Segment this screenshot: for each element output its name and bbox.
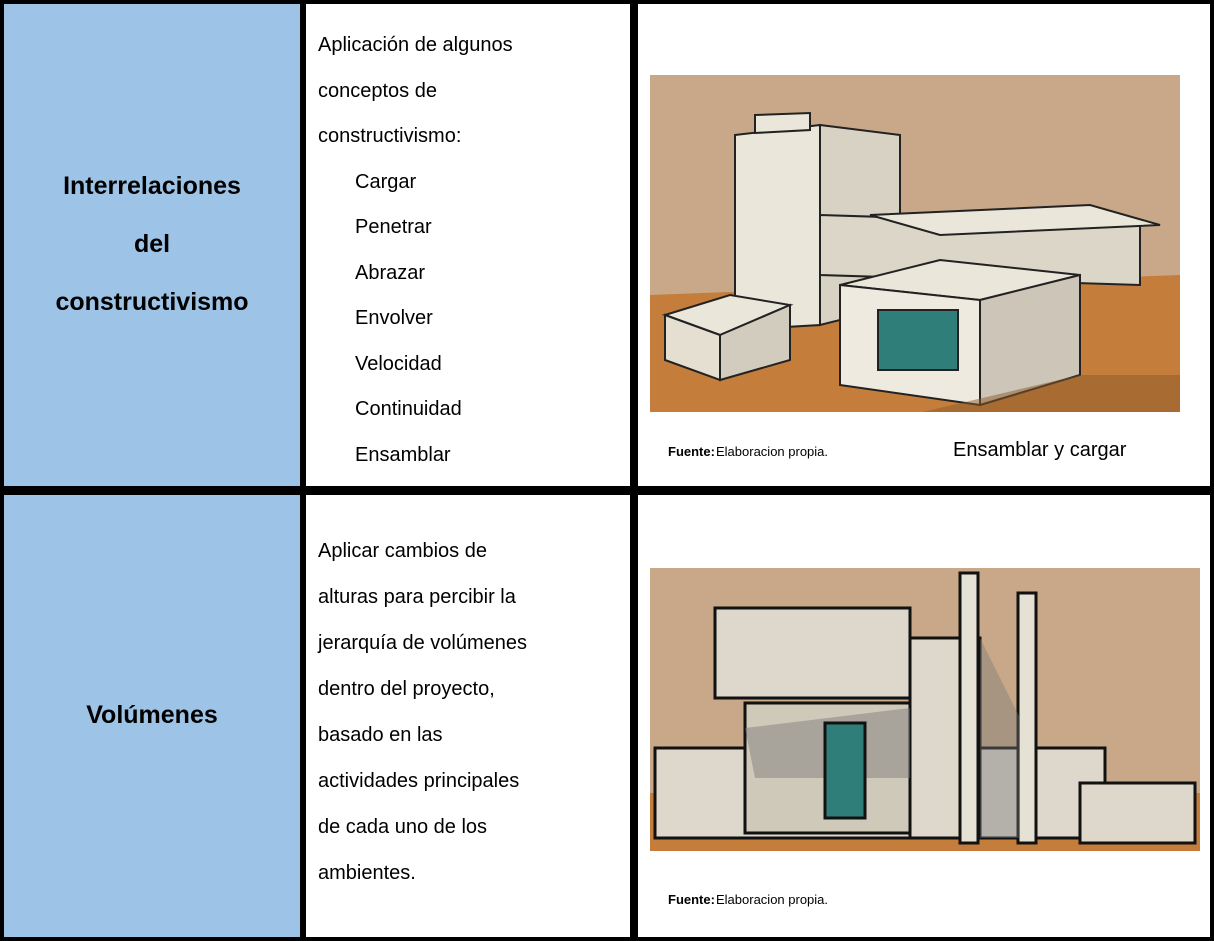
label-cell	[4, 495, 300, 937]
source-label: Fuente:	[668, 444, 715, 459]
description-line: de cada uno de los	[318, 816, 488, 838]
description-line: basado en las	[318, 724, 443, 746]
source-text: Elaboracion propia.	[716, 444, 829, 459]
description-line: ambientes.	[318, 862, 416, 884]
border	[0, 0, 1214, 4]
border	[630, 0, 638, 941]
border	[1210, 0, 1214, 941]
label-cell	[4, 4, 300, 486]
list-item: Abrazar	[355, 261, 426, 284]
border	[0, 937, 1214, 941]
border	[300, 0, 306, 941]
row-label: Volúmenes	[86, 701, 218, 729]
description-line: jerarquía de volúmenes	[318, 632, 528, 654]
description-line: constructivismo:	[318, 125, 462, 147]
border	[0, 486, 1214, 495]
description-line: Aplicar cambios de	[318, 540, 487, 562]
image-caption: Ensamblar y cargar	[953, 439, 1127, 461]
list-item: Velocidad	[355, 352, 442, 375]
source-text: Elaboracion propia.	[716, 892, 829, 907]
source-label: Fuente:	[668, 892, 715, 907]
list-item: Cargar	[355, 170, 417, 193]
description-line: alturas para percibir la	[318, 586, 516, 608]
row-label: Interrelaciones	[63, 172, 241, 200]
description-line: Aplicación de algunos	[318, 34, 513, 56]
border	[0, 0, 4, 941]
list-item: Ensamblar	[355, 443, 451, 466]
row-label: constructivismo	[55, 288, 249, 316]
list-item: Penetrar	[355, 216, 432, 238]
description-line: conceptos de	[318, 79, 437, 102]
list-item: Envolver	[355, 307, 433, 329]
row-label: del	[133, 230, 171, 258]
description-line: dentro del proyecto,	[318, 678, 495, 700]
sketch-image	[650, 75, 1180, 412]
list-item: Continuidad	[355, 398, 462, 420]
description-line: actividades principales	[318, 770, 520, 792]
sketch-image	[650, 568, 1200, 851]
